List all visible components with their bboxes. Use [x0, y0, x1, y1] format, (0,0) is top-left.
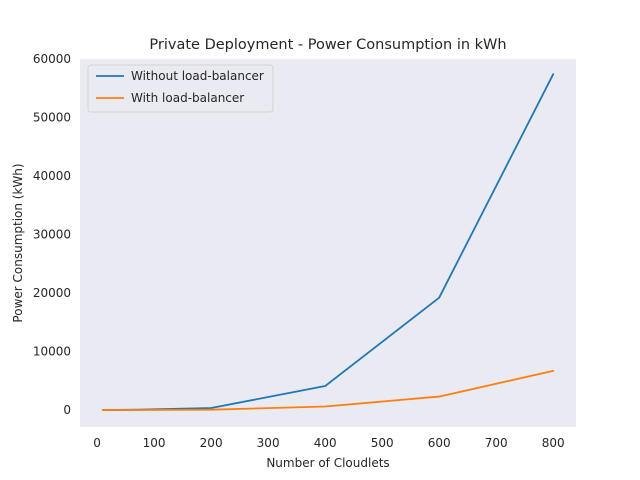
y-tick-label: 50000	[33, 111, 71, 125]
x-tick-label: 200	[200, 436, 223, 450]
x-tick-label: 100	[143, 436, 166, 450]
x-tick-label: 700	[485, 436, 508, 450]
y-tick-label: 0	[63, 403, 71, 417]
x-tick-label: 0	[93, 436, 101, 450]
legend: Without load-balancer With load-balancer	[87, 64, 274, 113]
chart-title: Private Deployment - Power Consumption i…	[149, 37, 506, 53]
y-tick-label: 20000	[33, 286, 71, 300]
x-tick-label: 800	[542, 436, 565, 450]
legend-label-2: With load-balancer	[131, 91, 244, 105]
x-tick-label: 300	[257, 436, 280, 450]
x-tick-label: 400	[314, 436, 337, 450]
chart-marks: 0 100 200 300 400 500 600 700 800 0 10000 20000 3000…	[33, 52, 565, 450]
x-tick-label: 500	[371, 436, 394, 450]
y-tick-label: 60000	[33, 52, 71, 66]
plot-area	[80, 59, 576, 427]
x-axis-label: Number of Cloudlets	[266, 456, 389, 470]
y-tick-label: 10000	[33, 345, 71, 359]
y-tick-label: 30000	[33, 228, 71, 242]
series-line-2	[101, 369, 555, 411]
legend-box	[87, 64, 274, 113]
y-axis-label: Power Consumption (kWh)	[11, 163, 25, 322]
legend-label-1: Without load-balancer	[131, 69, 264, 83]
x-tick-label: 600	[428, 436, 451, 450]
y-tick-label: 40000	[33, 169, 71, 183]
